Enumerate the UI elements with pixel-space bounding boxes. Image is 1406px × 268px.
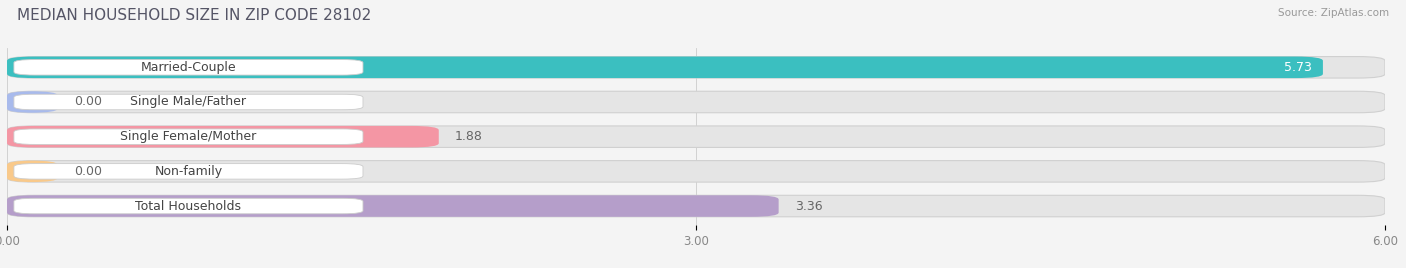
Text: 3.36: 3.36: [794, 200, 823, 213]
FancyBboxPatch shape: [14, 129, 363, 144]
Text: 0.00: 0.00: [73, 95, 101, 109]
Text: Single Male/Father: Single Male/Father: [131, 95, 246, 109]
FancyBboxPatch shape: [7, 195, 1385, 217]
Text: 0.00: 0.00: [73, 165, 101, 178]
FancyBboxPatch shape: [7, 57, 1385, 78]
Text: 1.88: 1.88: [454, 130, 482, 143]
FancyBboxPatch shape: [14, 94, 363, 110]
FancyBboxPatch shape: [14, 198, 363, 214]
Text: Single Female/Mother: Single Female/Mother: [121, 130, 256, 143]
FancyBboxPatch shape: [7, 126, 439, 147]
Text: MEDIAN HOUSEHOLD SIZE IN ZIP CODE 28102: MEDIAN HOUSEHOLD SIZE IN ZIP CODE 28102: [17, 8, 371, 23]
FancyBboxPatch shape: [7, 91, 58, 113]
Text: 5.73: 5.73: [1284, 61, 1312, 74]
FancyBboxPatch shape: [14, 164, 363, 179]
FancyBboxPatch shape: [7, 161, 1385, 182]
Text: Source: ZipAtlas.com: Source: ZipAtlas.com: [1278, 8, 1389, 18]
FancyBboxPatch shape: [14, 59, 363, 75]
FancyBboxPatch shape: [7, 195, 779, 217]
Text: Total Households: Total Households: [135, 200, 242, 213]
FancyBboxPatch shape: [7, 91, 1385, 113]
Text: Married-Couple: Married-Couple: [141, 61, 236, 74]
FancyBboxPatch shape: [7, 57, 1323, 78]
Text: Non-family: Non-family: [155, 165, 222, 178]
FancyBboxPatch shape: [7, 126, 1385, 147]
FancyBboxPatch shape: [7, 161, 58, 182]
